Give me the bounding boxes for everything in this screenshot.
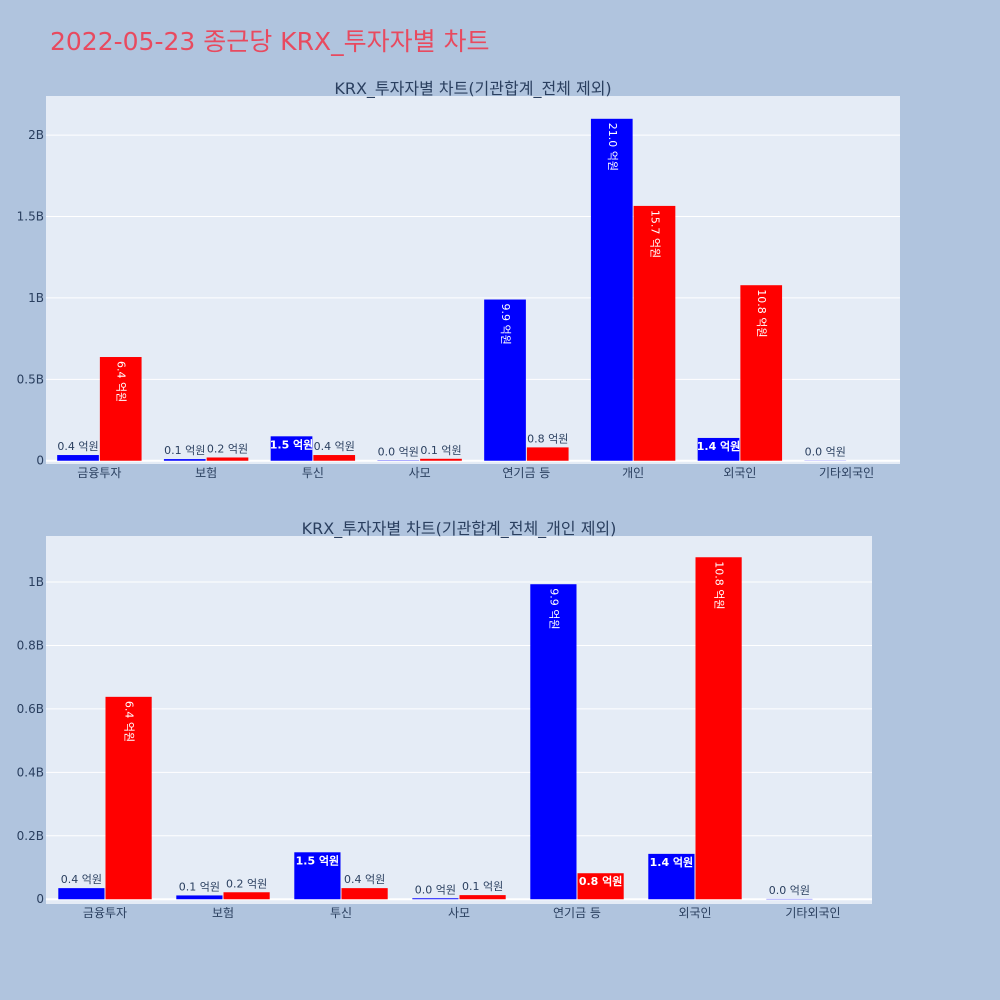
data-label: 0.4 억원 [61, 873, 102, 886]
data-label: 1.4 억원 [650, 855, 694, 869]
bar [58, 888, 105, 900]
plot-area [46, 536, 872, 904]
x-tick-label: 금융투자 [83, 906, 127, 920]
x-tick-label: 개인 [622, 466, 644, 480]
bar [648, 853, 695, 900]
y-tick-label: 1B [28, 291, 44, 305]
bar [270, 436, 313, 461]
data-label: 0.1 억원 [420, 444, 461, 457]
bar [590, 118, 633, 461]
data-label: 0.8 억원 [579, 874, 623, 888]
bar [313, 455, 356, 461]
bar [577, 873, 624, 900]
x-tick-label: 기타외국인 [785, 906, 840, 920]
x-tick-label: 보험 [195, 466, 217, 480]
data-label: 0.1 억원 [164, 444, 205, 457]
data-label: 0.4 억원 [57, 440, 98, 453]
data-label: 0.1 억원 [179, 880, 220, 893]
y-tick-label: 0.8B [17, 638, 44, 652]
bar [341, 888, 388, 900]
bar [206, 457, 249, 461]
data-label: 6.4 억원 [115, 361, 128, 402]
y-tick-label: 0 [36, 454, 44, 468]
bar [223, 892, 270, 900]
data-label: 9.9 억원 [547, 588, 560, 629]
bar [176, 895, 223, 900]
data-label: 6.4 억원 [123, 701, 136, 742]
bar [484, 299, 526, 461]
bar [530, 584, 577, 900]
chart-title: KRX_투자자별 차트(기관합계_전체_개인 제외) [302, 519, 617, 539]
data-label: 0.0 억원 [805, 446, 846, 459]
x-tick-label: 연기금 등 [502, 466, 550, 480]
data-label: 1.4 억원 [697, 439, 741, 453]
bar [697, 437, 740, 461]
bar [420, 458, 462, 461]
data-label: 0.0 억원 [415, 883, 456, 896]
data-label: 21.0 억원 [606, 123, 619, 171]
x-tick-label: 기타외국인 [819, 466, 874, 480]
bar [459, 895, 506, 900]
x-tick-label: 사모 [448, 906, 470, 920]
x-tick-label: 보험 [212, 906, 234, 920]
bar [526, 447, 569, 461]
data-label: 0.2 억원 [226, 877, 267, 890]
bar [99, 357, 142, 461]
bar [412, 898, 459, 900]
chart-1: 0 0.5B 1B 1.5B 2B KRX_투자자별 차트(기관합계_전체 제외) 금융투자… [17, 79, 900, 480]
bar [294, 852, 341, 900]
y-tick-label: 0.4B [17, 765, 44, 779]
data-label: 15.7 억원 [648, 210, 661, 258]
y-tick-label: 0.2B [17, 829, 44, 843]
data-label: 0.4 억원 [344, 873, 385, 886]
data-label: 1.5 억원 [270, 437, 314, 451]
x-tick-label: 투신 [330, 906, 352, 920]
data-label: 0.4 억원 [314, 440, 355, 453]
x-tick-label: 연기금 등 [553, 906, 601, 920]
bar [105, 696, 152, 900]
data-label: 1.5 억원 [296, 853, 340, 867]
y-tick-label: 1B [28, 575, 44, 589]
y-tick-label: 0.6B [17, 702, 44, 716]
bar [695, 557, 742, 900]
page-title: 2022-05-23 종근당 KRX_투자자별 차트 [50, 27, 490, 56]
bar [633, 205, 676, 461]
y-tick-label: 2B [28, 128, 44, 142]
y-tick-label: 1.5B [17, 209, 44, 223]
data-label: 0.1 억원 [462, 880, 503, 893]
data-label: 0.2 억원 [207, 442, 248, 455]
bar [163, 459, 206, 461]
x-tick-label: 금융투자 [77, 466, 121, 480]
y-tick-label: 0 [36, 892, 44, 906]
chart-title: KRX_투자자별 차트(기관합계_전체 제외) [334, 79, 611, 99]
data-label: 0.0 억원 [769, 884, 810, 897]
x-tick-label: 외국인 [678, 906, 711, 920]
bar [740, 285, 783, 461]
x-tick-label: 외국인 [723, 466, 756, 480]
chart-2: 0 0.2B 0.4B 0.6B 0.8B 1B KRX_투자자별 차트(기관합계_전체_개… [17, 519, 872, 920]
y-tick-label: 0.5B [17, 372, 44, 386]
data-label: 0.8 억원 [527, 432, 568, 445]
data-label: 9.9 억원 [499, 304, 512, 345]
data-label: 0.0 억원 [378, 445, 419, 458]
bar [57, 455, 99, 461]
x-tick-label: 사모 [409, 466, 431, 480]
data-label: 10.8 억원 [713, 561, 726, 609]
data-label: 10.8 억원 [755, 289, 768, 337]
x-tick-label: 투신 [302, 466, 324, 480]
